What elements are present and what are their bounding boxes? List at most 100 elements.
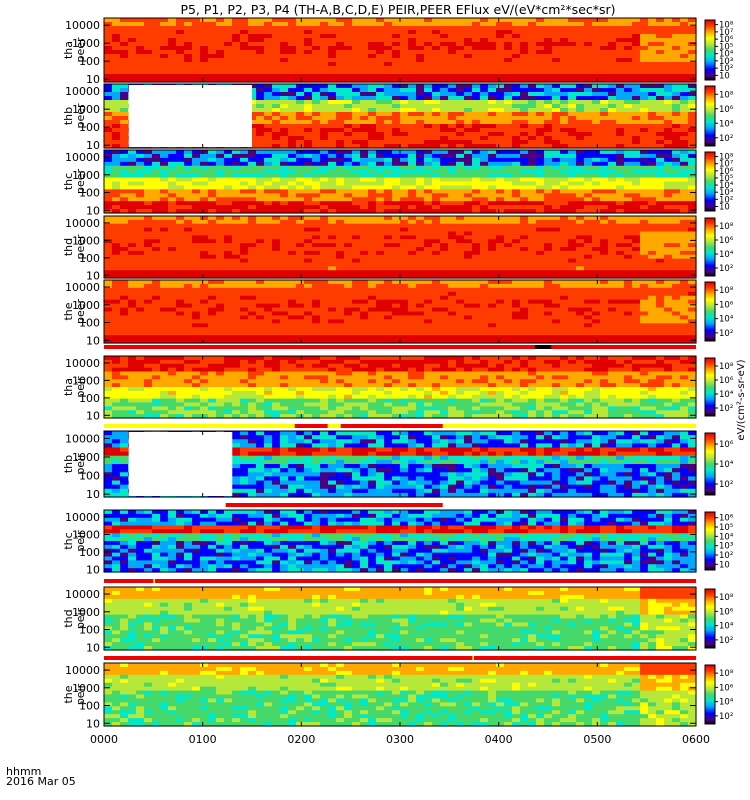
spectrogram-cell	[672, 243, 681, 248]
spectrogram-cell	[656, 18, 665, 23]
spectrogram-cell	[664, 112, 673, 117]
spectrogram-cell	[232, 223, 241, 229]
spectrogram-cell	[440, 205, 449, 210]
spectrogram-cell	[480, 132, 489, 137]
spectrogram-cell	[280, 223, 289, 229]
spectrogram-cell	[344, 262, 353, 267]
spectrogram-cell	[328, 62, 337, 67]
spectrogram-cell	[368, 128, 377, 133]
spectrogram-cell	[688, 74, 697, 79]
spectrogram-cell	[320, 216, 329, 221]
spectrogram-cell	[160, 74, 169, 79]
spectrogram-cell	[216, 38, 225, 43]
spectrogram-cell	[528, 132, 537, 137]
spectrogram-cell	[608, 108, 617, 113]
spectrogram-cell	[472, 205, 481, 210]
spectrogram-cell	[616, 243, 625, 248]
spectrogram-cell	[456, 201, 465, 206]
spectrogram-cell	[392, 136, 401, 141]
spectrogram-cell	[672, 250, 681, 256]
spectrogram-cell	[480, 231, 489, 236]
spectrogram-cell	[680, 227, 689, 233]
spectrogram-cell	[384, 108, 393, 113]
spectrogram-cell	[352, 185, 361, 190]
spectrogram-cell	[312, 120, 321, 125]
spectrogram-cell	[136, 173, 145, 179]
spectrogram-cell	[512, 185, 521, 190]
spectrogram-cell	[192, 161, 201, 167]
spectrogram-cell	[664, 254, 673, 260]
y-tick-label: 10	[86, 269, 100, 282]
spectrogram-cell	[400, 227, 409, 233]
spectrogram-cell	[128, 258, 137, 264]
spectrogram-cell	[600, 18, 609, 23]
spectrogram-cell	[504, 157, 513, 163]
spectrogram-cell	[384, 185, 393, 190]
spectrogram-cell	[512, 250, 521, 256]
spectrogram-cell	[464, 243, 473, 248]
spectrogram-cell	[424, 136, 433, 141]
spectrogram-cell	[240, 201, 249, 206]
spectrogram-cell	[592, 201, 601, 206]
spectrogram-cell	[552, 84, 561, 89]
spectrogram-cell	[128, 22, 137, 27]
colorbar-tick-label: 10⁸	[719, 21, 734, 31]
spectrogram-cell	[176, 250, 185, 256]
spectrogram-cell	[288, 153, 297, 159]
spectrogram-cell	[504, 42, 513, 47]
spectrogram-cell	[624, 104, 633, 109]
spectrogram-cell	[136, 247, 145, 252]
spectrogram-cell	[344, 201, 353, 206]
spectrogram-cell	[392, 150, 401, 155]
spectrogram-cell	[352, 104, 361, 109]
spectrogram-cell	[288, 144, 297, 149]
spectrogram-cell	[352, 235, 361, 240]
spectrogram-cell	[624, 219, 633, 225]
spectrogram-cell	[664, 193, 673, 198]
spectrogram-cell	[248, 136, 257, 141]
spectrogram-cell	[656, 96, 665, 101]
spectrogram-cell	[344, 96, 353, 101]
colorbar-tick-label: 10²	[719, 134, 733, 144]
spectrogram-cell	[424, 216, 433, 221]
spectrogram-cell	[688, 254, 697, 260]
spectrogram-cell	[336, 153, 345, 159]
spectrogram-cell	[416, 161, 425, 167]
spectrogram-cell	[296, 54, 305, 59]
spectrogram-cell	[104, 243, 113, 248]
spectrogram-cell	[392, 239, 401, 244]
spectrogram-cell	[656, 66, 665, 71]
spectrogram-cell	[584, 189, 593, 194]
spectrogram-cell	[144, 243, 153, 248]
spectrogram-cell	[488, 209, 497, 214]
spectrogram-cell	[120, 239, 129, 244]
spectrogram-cell	[536, 100, 545, 105]
spectrogram-cell	[552, 227, 561, 233]
spectrogram-cell	[168, 165, 177, 171]
spectrogram-cell	[576, 266, 585, 271]
spectrogram-cell	[192, 219, 201, 225]
spectrogram-cell	[336, 270, 345, 275]
spectrogram-cell	[408, 100, 417, 105]
spectrogram-cell	[416, 132, 425, 137]
spectrogram-cell	[280, 216, 289, 221]
spectrogram-cell	[320, 120, 329, 125]
spectrogram-cell	[568, 30, 577, 35]
spectrogram-cell	[328, 250, 337, 256]
spectrogram-cell	[624, 62, 633, 67]
spectrogram-cell	[680, 219, 689, 225]
spectrogram-cell	[512, 50, 521, 55]
spectrogram-cell	[520, 185, 529, 190]
spectrogram-cell	[344, 243, 353, 248]
spectrogram-cell	[520, 169, 529, 175]
spectrogram-cell	[136, 185, 145, 190]
spectrogram-cell	[328, 140, 337, 145]
spectrogram-cell	[368, 165, 377, 171]
spectrogram-cell	[128, 266, 137, 271]
spectrogram-cell	[592, 219, 601, 225]
spectrogram-cell	[680, 78, 689, 83]
spectrogram-cell	[456, 54, 465, 59]
spectrogram-cell	[104, 62, 113, 67]
spectrogram-cell	[144, 303, 153, 309]
spectrogram-cell	[272, 205, 281, 210]
